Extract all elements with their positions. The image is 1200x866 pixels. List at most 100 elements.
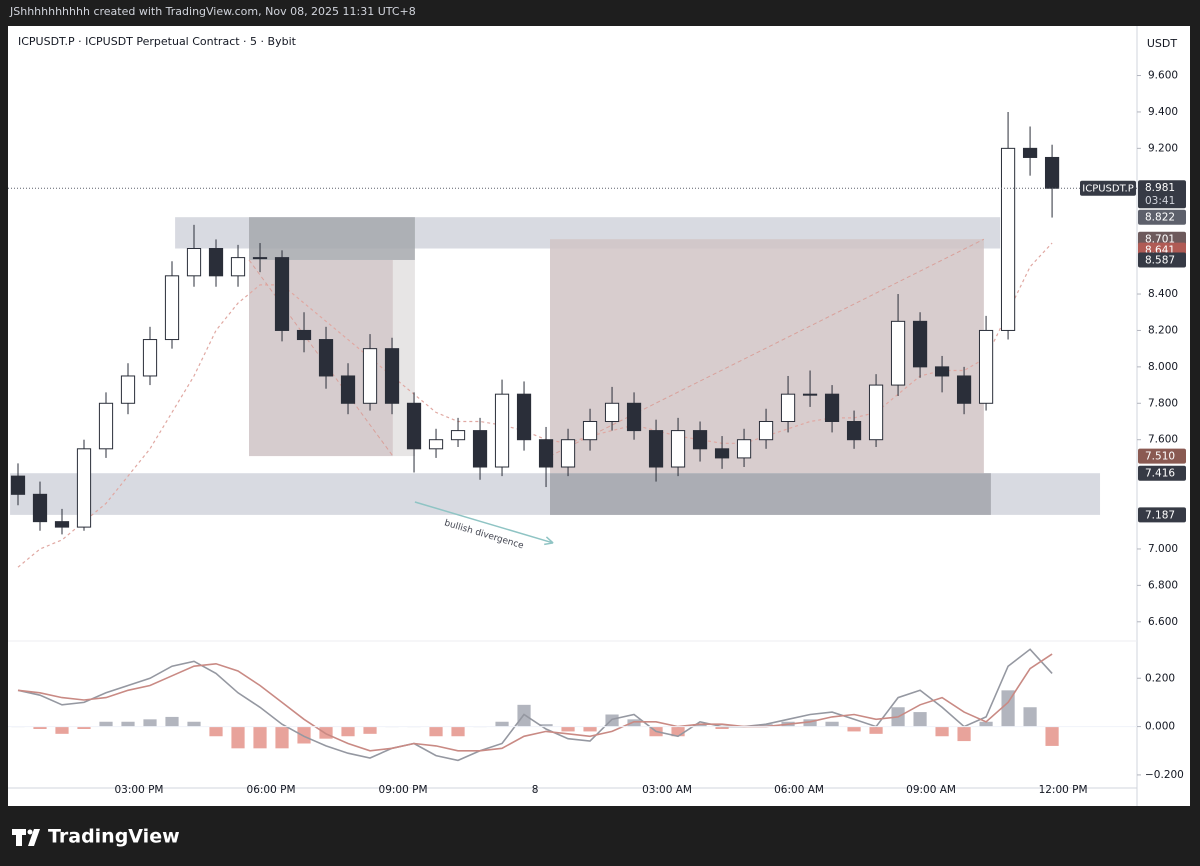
candle-body — [296, 329, 312, 341]
x-tick-label: 03:00 AM — [642, 784, 692, 796]
histogram-bar — [847, 726, 861, 732]
candle-body — [912, 320, 928, 368]
brand-logo — [12, 829, 40, 846]
candle-body — [714, 448, 730, 459]
candle-body — [934, 366, 950, 377]
last-price: 8.981 — [1145, 182, 1175, 194]
x-tick-label: 09:00 PM — [379, 784, 428, 796]
candle-body — [648, 430, 664, 468]
logo-dot — [27, 829, 33, 835]
candle-body — [604, 402, 620, 422]
candle-body — [54, 521, 70, 528]
symbol-label: ICPUSDT.P — [1082, 184, 1133, 195]
candle-body — [780, 393, 796, 422]
histogram-bar — [869, 726, 883, 734]
histogram-bar — [253, 726, 267, 749]
histogram-bar — [913, 712, 927, 727]
histogram-bar — [33, 726, 47, 729]
candle-body — [142, 339, 158, 377]
macd-line — [17, 648, 1053, 762]
x-tick-label: 06:00 PM — [247, 784, 296, 796]
price-label-box — [1138, 209, 1186, 225]
histogram-bar — [979, 721, 993, 727]
price-label: 8.822 — [1145, 212, 1175, 224]
x-tick-label: 12:00 PM — [1039, 784, 1088, 796]
candle-body — [274, 257, 290, 331]
candle-body — [494, 393, 510, 468]
candle-body — [1022, 147, 1038, 158]
candle-body — [824, 393, 840, 422]
candle-body — [846, 420, 862, 441]
x-tick-label: 09:00 AM — [906, 784, 956, 796]
candle-body — [450, 430, 466, 441]
y-tick-label: 7.800 — [1148, 397, 1178, 409]
histogram-bar — [77, 726, 91, 729]
histogram-bar — [825, 721, 839, 727]
candle-body — [626, 402, 642, 432]
histogram-bar — [341, 726, 355, 737]
y2-tick-label: 0.200 — [1145, 672, 1175, 684]
logo-mark — [12, 829, 40, 846]
header-text: JShhhhhhhhhh created with TradingView.co… — [9, 5, 416, 18]
histogram-bar — [99, 721, 113, 727]
histogram-bar — [803, 719, 817, 727]
y-tick-label: 9.600 — [1148, 70, 1178, 82]
candle-body — [340, 375, 356, 404]
y-tick-label: 6.800 — [1148, 579, 1178, 591]
arrow-head — [544, 536, 554, 546]
histogram-bar — [231, 726, 245, 749]
price-pane — [10, 111, 1101, 568]
candle-body — [76, 448, 92, 528]
candle-body — [10, 475, 26, 495]
histogram-bar — [627, 719, 641, 727]
candle-body — [978, 329, 994, 404]
histogram-bar — [143, 719, 157, 727]
x-tick-label: 03:00 PM — [115, 784, 164, 796]
histogram-bar — [319, 726, 333, 739]
price-label-box — [1138, 252, 1186, 268]
histogram-bar — [429, 726, 443, 737]
histogram-bar — [55, 726, 69, 734]
candle-body — [692, 430, 708, 450]
zone — [549, 473, 991, 515]
histogram-bar — [363, 726, 377, 734]
histogram-bar — [1023, 707, 1037, 727]
x-tick-label: 8 — [532, 784, 539, 796]
y-tick-label: 8.400 — [1148, 288, 1178, 300]
brand: TradingView — [48, 826, 180, 848]
y-tick-label: 8.200 — [1148, 324, 1178, 336]
y-tick-label: 9.400 — [1148, 106, 1178, 118]
histogram-bar — [583, 726, 597, 732]
candle-body — [582, 420, 598, 441]
symbol-box — [1080, 180, 1136, 196]
y2-tick-label: 0.000 — [1145, 721, 1175, 733]
candle-body — [758, 420, 774, 441]
histogram-bar — [187, 721, 201, 727]
histogram-bar — [935, 726, 949, 737]
y-tick-label: 7.600 — [1148, 434, 1178, 446]
histogram-bar — [671, 726, 685, 737]
axis-unit: USDT — [1147, 37, 1178, 50]
candle-body — [1000, 147, 1016, 331]
y2-tick-label: −0.200 — [1145, 769, 1184, 781]
candle-body — [802, 393, 818, 396]
candle-body — [32, 493, 48, 523]
candle-body — [890, 320, 906, 386]
signal-line — [17, 653, 1053, 752]
zone — [249, 217, 415, 260]
candle-body — [406, 402, 422, 450]
histogram-bar — [297, 726, 311, 744]
histogram-bar — [121, 721, 135, 727]
price-label-box — [1138, 507, 1186, 523]
histogram-bar — [539, 724, 553, 727]
candle-body — [560, 439, 576, 468]
trend-line — [549, 238, 985, 457]
candle-body — [472, 430, 488, 468]
price-label: 7.187 — [1145, 509, 1175, 521]
histogram-bar — [209, 726, 223, 737]
candle-body — [956, 375, 972, 404]
indicator-pane — [11, 648, 1059, 762]
moving-average — [17, 242, 1053, 568]
